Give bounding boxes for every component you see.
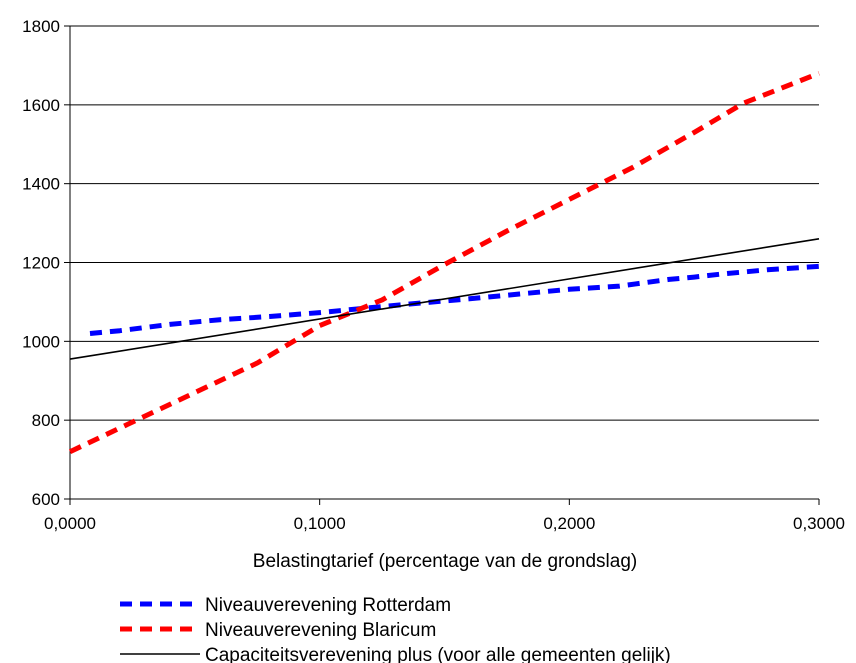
y-tick-label: 1200 [22, 254, 60, 273]
y-tick-label: 1000 [22, 332, 60, 351]
series-lines [68, 70, 820, 454]
x-tick-label: 0,3000 [793, 514, 845, 533]
series-line-3 [69, 238, 820, 360]
legend-label-1: Niveauverevening Rotterdam [205, 595, 451, 616]
axes [64, 25, 820, 505]
legend-label-3: Capaciteitsverevening plus (voor alle ge… [205, 645, 671, 663]
x-tick-label: 0,1000 [294, 514, 346, 533]
y-tick-label: 1600 [22, 96, 60, 115]
y-tick-label: 1400 [22, 175, 60, 194]
x-tick-label: 0,2000 [543, 514, 595, 533]
y-tick-label: 600 [32, 490, 60, 509]
series-line-1 [89, 263, 820, 336]
legend-label-2: Niveauverevening Blaricum [205, 620, 436, 641]
gridlines [70, 25, 819, 500]
x-axis-label: Belastingtarief (percentage van de grond… [253, 551, 637, 572]
y-tick-label: 800 [32, 411, 60, 430]
series-line-2 [68, 70, 820, 454]
x-tick-label: 0,0000 [44, 514, 96, 533]
legend: Niveauverevening Rotterdam Niveauvereveni… [120, 595, 671, 663]
tick-labels: 600 800 1000 1200 1400 1600 1800 0,0000 0,1000 0,… [22, 17, 845, 533]
y-tick-label: 1800 [22, 17, 60, 36]
